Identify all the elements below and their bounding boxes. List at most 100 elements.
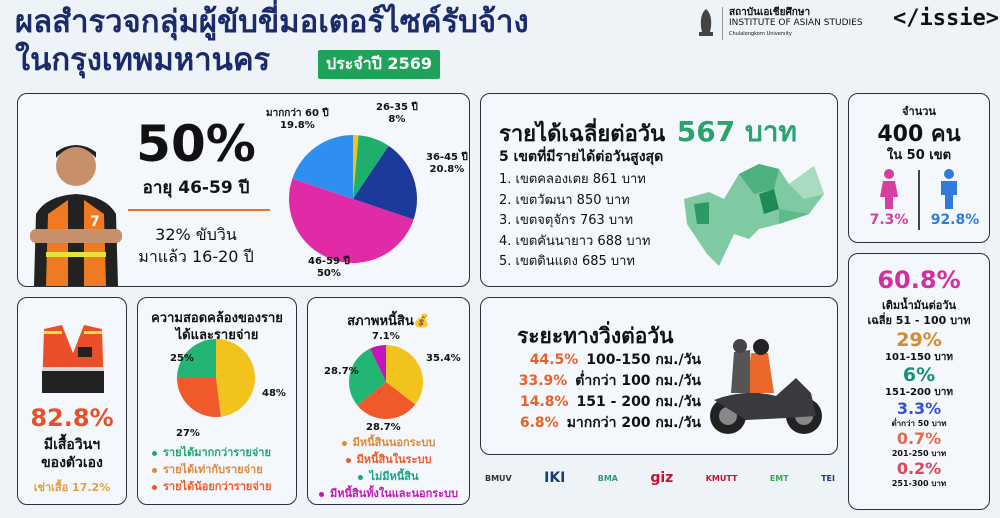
- income-card: รายได้เฉลี่ยต่อวัน 567 บาท 5 เขตที่มีราย…: [480, 93, 838, 287]
- gender-divider: [918, 170, 920, 230]
- balance-card: ความสอดคล้องของรายได้และรายจ่าย 25% 48% …: [137, 297, 297, 505]
- balance-label-less: 27%: [176, 428, 200, 439]
- svg-text:7: 7: [90, 214, 100, 230]
- district-item: 3. เขตจตุจักร 763 บาท: [499, 213, 634, 228]
- pie-slice: [353, 135, 389, 199]
- distance-label: 100-150 กม./วัน: [586, 352, 701, 368]
- partner-logo: BMUV: [485, 473, 512, 483]
- fuel-item: 29% 101-150 บาท: [849, 330, 989, 365]
- fuel-item: 0.2% 251-300 บาท: [849, 460, 989, 490]
- distance-pct: 33.9%: [518, 373, 568, 389]
- district-item: 1. เขตคลองเตย 861 บาท: [499, 172, 646, 187]
- district-item: 2. เขตวัฒนา 850 บาท: [499, 192, 630, 208]
- distance-label: ต่ำกว่า 100 กม./วัน: [575, 373, 701, 389]
- partner-logo: TEI: [821, 473, 835, 483]
- pie-slice: [292, 135, 353, 199]
- pie-slice: [357, 382, 416, 419]
- district-item: 4. เขตคันนายาว 688 บาท: [499, 233, 651, 249]
- legend-item: ไม่มีหนี้สิน: [308, 468, 469, 485]
- fuel-item-label: 101-150 บาท: [885, 352, 953, 363]
- fuel-item-label: 251-300 บาท: [891, 479, 947, 488]
- fuel-item-pct: 0.7%: [896, 429, 942, 448]
- page-title-line2: ในกรุงเทพมหานคร: [15, 42, 271, 78]
- age-cat: 46-59 ปี: [308, 256, 350, 267]
- fuel-item: 3.3% ต่ำกว่า 50 บาท: [849, 400, 989, 430]
- sample-count: 400 คน: [877, 122, 961, 147]
- distance-pct: 14.8%: [519, 394, 569, 410]
- pie-slice: [353, 145, 417, 220]
- institute-logo: สถาบันเอเชียศึกษา INSTITUTE OF ASIAN STU…: [722, 7, 863, 40]
- distance-row: 44.5% 100-150 กม./วัน: [501, 350, 701, 371]
- institute-name-th: สถาบันเอเชียศึกษา: [729, 7, 811, 18]
- legend-item: รายได้เท่ากับรายจ่าย: [152, 461, 271, 478]
- distance-pct: 44.5%: [529, 352, 579, 368]
- distance-pct: 6.8%: [519, 415, 559, 431]
- legend-label: มีหนี้สินนอกระบบ: [352, 436, 436, 449]
- balance-label-equal: 48%: [262, 388, 286, 399]
- fuel-main-line2: เฉลี่ย 51 - 100 บาท: [867, 314, 971, 327]
- age-cat: มากกว่า 60 ปี: [266, 108, 329, 119]
- driver-photo: 7: [30, 145, 122, 286]
- year-badge: ประจำปี 2569: [318, 50, 440, 79]
- age-pie-chart: [289, 135, 417, 263]
- fuel-main-line1: เติมน้ำมันต่อวัน: [881, 299, 957, 312]
- age-val: 50%: [316, 268, 341, 279]
- distance-card: ระยะทางวิ่งต่อวัน 44.5% 100-150 กม./วัน 33…: [480, 297, 838, 455]
- pie-slice: [216, 339, 255, 417]
- balance-pie-chart: [177, 339, 255, 417]
- partner-logo: BMA: [597, 473, 618, 483]
- age-cat: 26-35 ปี: [376, 102, 418, 113]
- partner-logo: KMUTT: [705, 473, 738, 483]
- age-headline-label: อายุ 46-59 ปี: [142, 178, 250, 198]
- female-icon: [880, 169, 898, 209]
- legend-item: มีหนี้สินในระบบ: [308, 451, 469, 468]
- distance-title: ระยะทางวิ่งต่อวัน: [517, 324, 674, 348]
- debt-card: สภาพหนี้สิน💰 35.4% 28.7% 28.7% 7.1% มีหน…: [307, 297, 470, 505]
- pie-slice: [177, 339, 216, 378]
- pie-slice: [289, 178, 414, 263]
- debt-label-informal: 35.4%: [426, 353, 461, 364]
- fuel-item: 0.7% 201-250 บาท: [849, 430, 989, 460]
- chula-logo-icon: [696, 8, 716, 38]
- motorcycle-image: [710, 339, 822, 434]
- legend-item: รายได้มากกว่ารายจ่าย: [152, 444, 271, 461]
- pie-slice: [177, 378, 221, 417]
- legend-dot-icon: [152, 450, 157, 456]
- balance-legend: รายได้มากกว่ารายจ่ายรายได้เท่ากับรายจ่าย…: [152, 444, 271, 495]
- debt-title-text: สภาพหนี้สิน: [347, 314, 414, 329]
- legend-item: มีหนี้สินนอกระบบ: [308, 434, 469, 451]
- legend-label: รายได้มากกว่ารายจ่าย: [163, 446, 271, 459]
- district-list: 1. เขตคลองเตย 861 บาท 2. เขตวัฒนา 850 บา…: [499, 170, 651, 273]
- age-val: 19.8%: [280, 120, 315, 131]
- debt-pie-chart: [349, 345, 423, 419]
- bangkok-map: [684, 164, 824, 266]
- distance-label: มากกว่า 200 กม./วัน: [566, 415, 701, 431]
- fuel-item-pct: 0.2%: [896, 459, 942, 478]
- legend-dot-icon: [318, 491, 324, 497]
- legend-label: มีหนี้สินทั้งในและนอกระบบ: [329, 487, 459, 500]
- institute-name-en: INSTITUTE OF ASIAN STUDIES: [729, 18, 863, 28]
- partner-logo: IKI: [544, 470, 566, 486]
- sample-districts: ใน 50 เขต: [886, 148, 952, 163]
- legend-dot-icon: [152, 467, 157, 473]
- partner-logo: EMT: [769, 473, 789, 483]
- age-label-26-35: 26-35 ปี 8%: [376, 102, 418, 126]
- male-pct: 92.8%: [930, 212, 980, 228]
- fuel-item-label: ต่ำกว่า 50 บาท: [891, 419, 947, 428]
- legend-dot-icon: [358, 474, 364, 480]
- institute-university: Chulalongkorn University: [729, 31, 792, 37]
- legend-item: รายได้น้อยกว่ารายจ่าย: [152, 478, 271, 495]
- debt-label-formal: 28.7%: [366, 422, 401, 433]
- vest-line1: มีเสื้อวินฯ: [43, 437, 101, 453]
- sample-label: จำนวน: [902, 105, 936, 118]
- vest-pct: 82.8%: [30, 404, 114, 432]
- sample-card: จำนวน 400 คน ใน 50 เขต 7.3% 92.8%: [848, 93, 990, 243]
- male-icon: [941, 169, 957, 209]
- legend-dot-icon: [341, 440, 347, 446]
- pie-slice: [370, 345, 386, 382]
- vest-line2: ของตัวเอง: [41, 455, 103, 471]
- pie-slice: [353, 135, 359, 199]
- distance-row: 14.8% 151 - 200 กม./วัน: [501, 392, 701, 413]
- page-title-line1: ผลสำรวจกลุ่มผู้ขับขี่มอเตอร์ไซค์รับจ้าง: [15, 4, 529, 40]
- female-pct: 7.3%: [869, 212, 909, 228]
